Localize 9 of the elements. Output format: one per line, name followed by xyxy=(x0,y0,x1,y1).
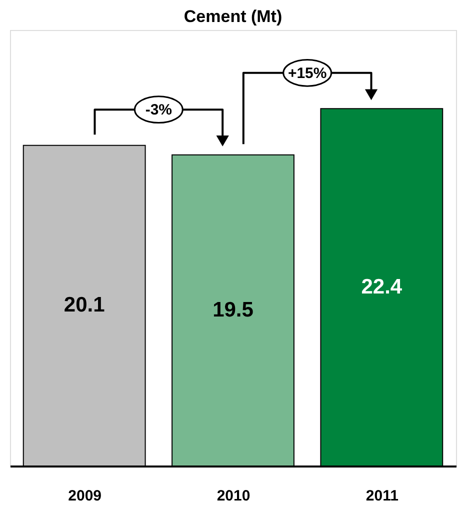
data-label: 22.4 xyxy=(361,275,402,298)
x-tick-label: 2011 xyxy=(366,488,398,504)
annotation: -3% xyxy=(145,102,172,119)
chart-title: Cement (Mt) xyxy=(184,7,282,26)
data-label: 20.1 xyxy=(64,294,106,317)
data-label: 19.5 xyxy=(212,298,254,322)
text: +15% xyxy=(288,64,327,82)
x-tick-label: 2009 xyxy=(68,488,102,504)
x-tick-label: 2010 xyxy=(216,488,250,504)
